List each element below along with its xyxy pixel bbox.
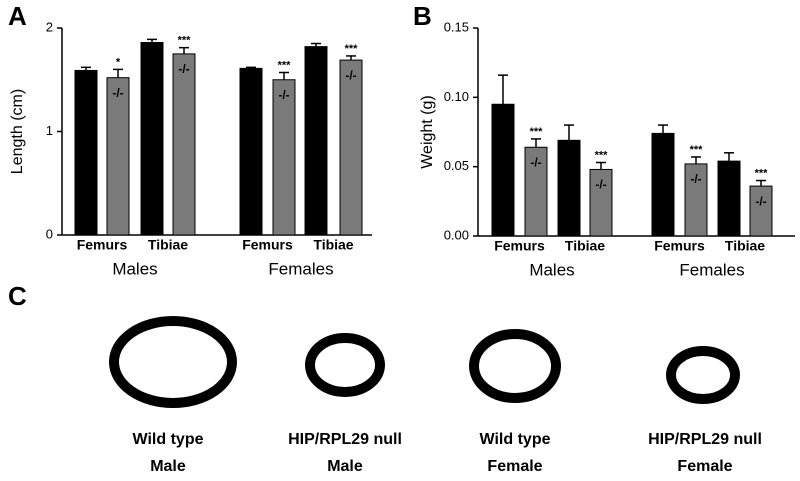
x-tick-label: Femurs [77,237,128,253]
significance: * [116,56,121,68]
x-tick-label: Tibiae [725,238,765,254]
bar-label: -/- [530,155,541,169]
x-tick-label: Femurs [654,238,705,254]
caption: Female [487,458,542,475]
caption: Wild type [480,431,551,448]
bar-label: -/- [112,86,123,100]
significance: *** [595,149,609,161]
y-tick-label: 0.05 [444,158,469,173]
panel-label: A [8,1,27,31]
bar [304,46,328,236]
y-axis-label: Weight (g) [419,95,436,169]
bar [272,79,296,236]
bar-label: -/- [278,88,289,102]
significance: *** [345,43,359,55]
y-tick-label: 0.00 [444,227,469,242]
panel-label: B [413,1,432,31]
significance: *** [278,59,292,71]
significance: *** [530,126,544,138]
bone-sections [109,316,740,408]
y-tick-label: 2 [46,19,53,34]
y-tick-label: 0.10 [444,89,469,104]
x-tick-label: Femurs [494,238,545,254]
caption: Male [327,458,363,475]
group-label: Females [679,260,744,279]
bar [684,163,708,237]
bar [172,53,196,236]
bar [717,160,741,237]
caption: Female [677,458,732,475]
ring [109,316,237,408]
x-tick-label: Femurs [242,237,293,253]
x-tick-label: Tibiae [148,237,188,253]
y-axis-label: Length (cm) [9,89,26,174]
ring [666,346,740,404]
y-tick-label: 0 [46,226,53,241]
bar [524,146,548,237]
significance: *** [178,35,192,47]
group-label: Males [112,259,157,278]
panel-label: C [8,281,27,311]
bar [749,185,773,237]
significance: *** [755,167,769,179]
ring [469,329,561,403]
bar [106,77,130,236]
x-tick-label: Tibiae [565,238,605,254]
bar [589,168,613,237]
bar-label: -/- [345,68,356,82]
ring [305,333,385,397]
group-label: Males [529,260,574,279]
y-tick-label: 1 [46,123,53,138]
caption: Wild type [133,431,204,448]
bar-label: -/- [595,178,606,192]
bar [239,67,263,236]
bar [140,41,164,236]
bar-label: -/- [755,194,766,208]
caption: HIP/RPL29 null [288,431,402,448]
x-tick-label: Tibiae [313,237,353,253]
bar [651,132,675,237]
group-label: Females [268,259,333,278]
bar-label: -/- [690,172,701,186]
bar-label: -/- [178,62,189,76]
bar [339,59,363,236]
y-tick-label: 0.15 [444,19,469,34]
caption: Male [150,458,186,475]
bar [491,103,515,237]
bar [74,69,98,236]
bar [557,139,581,237]
caption: HIP/RPL29 null [648,431,762,448]
significance: *** [690,144,704,156]
